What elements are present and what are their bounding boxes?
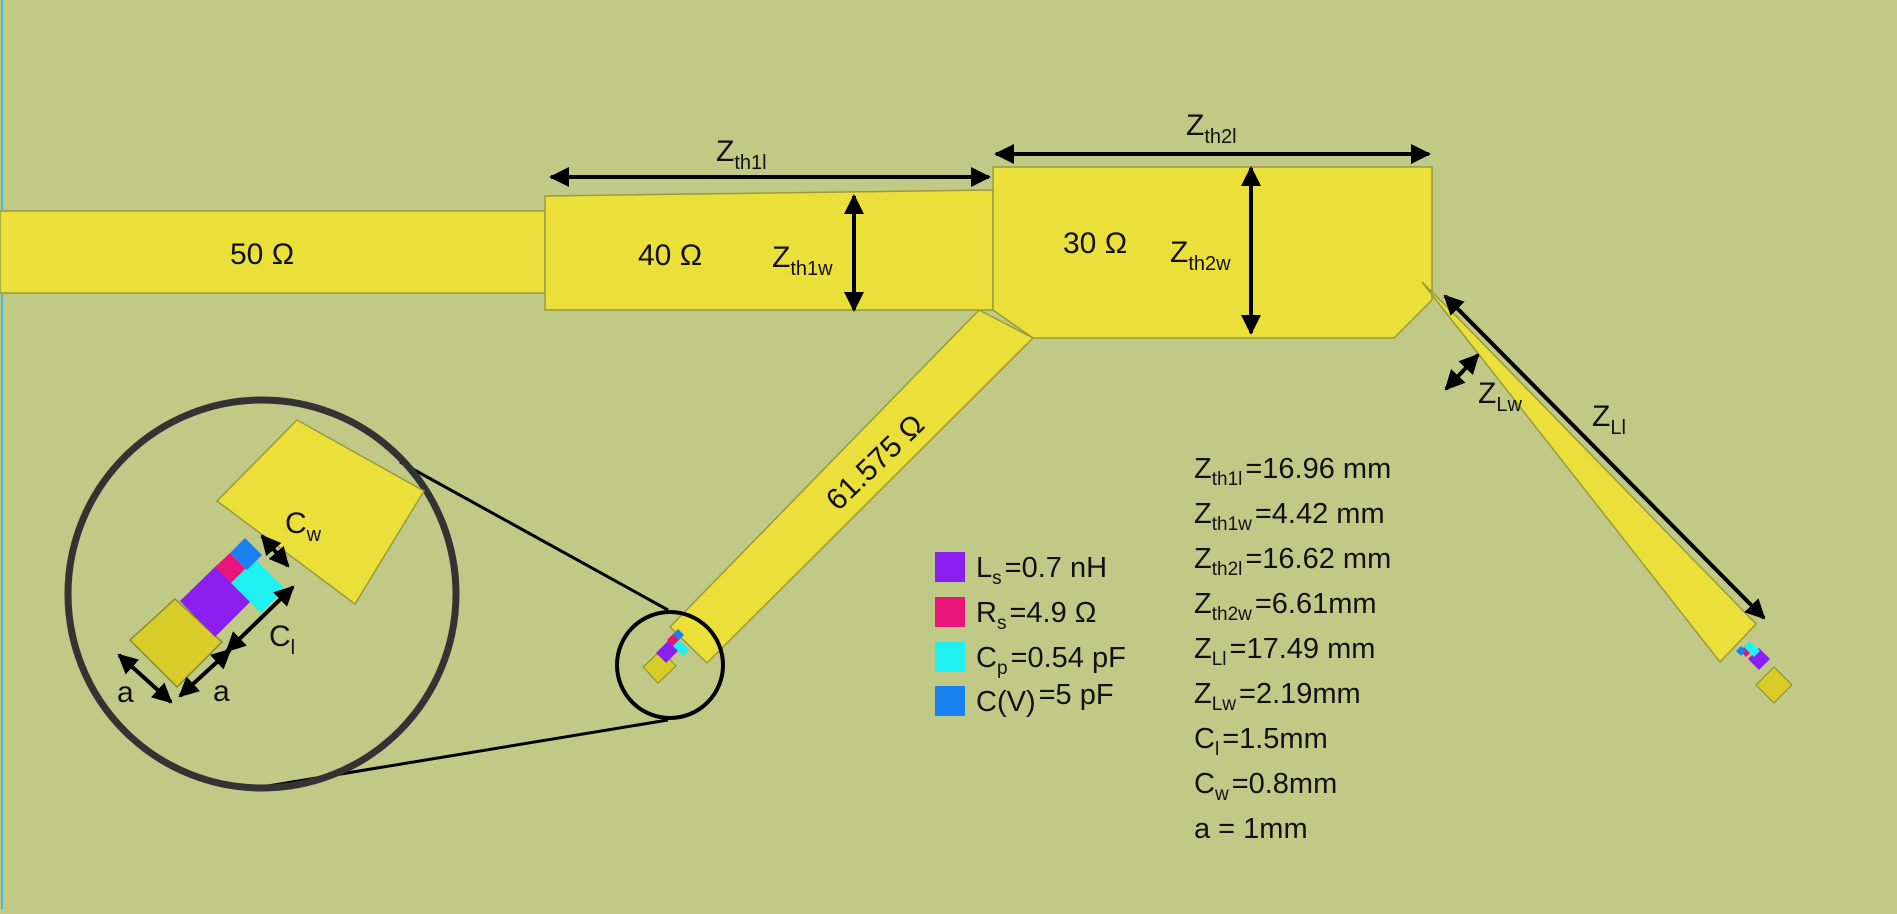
dim-cw: Cw =0.8mm (1194, 768, 1337, 805)
small-zoom-circle (615, 610, 725, 720)
trace-61-ohm-stub (668, 309, 1035, 665)
arrow-cw (260, 534, 290, 568)
label-zth1w: Zth1w (772, 241, 833, 280)
stub-component-right (1736, 641, 1793, 704)
dim-zll: ZLl =17.49 mm (1194, 633, 1375, 670)
trace-50-ohm (0, 210, 546, 294)
legend-swatch-cv (935, 686, 965, 716)
zoom-line-top (399, 460, 669, 612)
arrow-cl (225, 585, 295, 653)
legend-label-cv: C(V) =5 pF (976, 679, 1114, 718)
legend-swatch-ls (935, 552, 965, 582)
legend-swatch-cp (935, 642, 965, 672)
legend-label-cp: Cp =0.54 pF (976, 642, 1126, 679)
large-zoom-circle (64, 396, 460, 792)
dimension-arrows (117, 144, 1766, 704)
label-cl: Cl (269, 620, 295, 659)
dim-zth1w: Zth1w =4.42 mm (1194, 498, 1385, 535)
legend-label-rs: Rs =4.9 Ω (976, 597, 1096, 634)
zoom-trace (215, 419, 426, 606)
dim-zlw: ZLw =2.19mm (1194, 678, 1361, 715)
trace-30-ohm (992, 166, 1433, 339)
trace-40-ohm (544, 189, 994, 311)
label-cw: Cw (285, 507, 322, 546)
zoom-cv (230, 538, 262, 570)
arrow-a-right (178, 648, 232, 698)
legend-swatch-rs (935, 597, 965, 627)
dimension-list: Zth1l =16.96 mm Zth1w =4.42 mm Zth2l =16.62… (1194, 453, 1391, 845)
dim-cl: Cl =1.5mm (1194, 723, 1328, 760)
legend-label-ls: Ls =0.7 nH (976, 552, 1107, 589)
impedance-30: 30 Ω (1063, 227, 1127, 260)
label-zlw: ZLw (1478, 377, 1522, 416)
label-zll: ZLl (1592, 400, 1626, 439)
component-legend: Ls =0.7 nH Rs =4.9 Ω Cp =0.54 pF C(V) =5 pF (935, 552, 1126, 718)
arrow-a-left (117, 653, 173, 704)
label-zth2l: Zth2l (1186, 109, 1237, 148)
dim-zth2l: Zth2l =16.62 mm (1194, 543, 1391, 580)
label-a-right: a (213, 675, 230, 708)
impedance-40: 40 Ω (638, 239, 702, 272)
arrow-zll (1443, 294, 1766, 620)
label-a-left: a (117, 676, 134, 709)
dim-zth1l: Zth1l =16.96 mm (1194, 453, 1391, 490)
dim-zth2w: Zth2w =6.61mm (1194, 588, 1377, 625)
dim-a: a = 1mm (1194, 813, 1308, 845)
impedance-50: 50 Ω (230, 238, 294, 271)
label-zth1l: Zth1l (716, 135, 767, 174)
zoom-rs (215, 553, 246, 583)
label-zth2w: Zth2w (1170, 236, 1231, 275)
stub-component-left (642, 629, 689, 684)
